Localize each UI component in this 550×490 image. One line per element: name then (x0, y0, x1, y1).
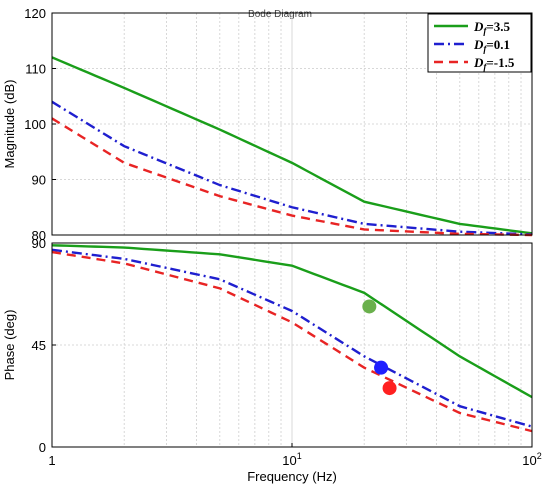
phase-panel: 0 45 90 1 101 102 Phase (deg) Frequency (Hz) (2, 236, 542, 484)
phase-marker-2 (382, 381, 397, 396)
magnitude-y-ticks: 80 90 100 110 120 (24, 6, 56, 243)
phase-markers (362, 299, 397, 396)
phase-y-tick-label: 45 (32, 338, 46, 353)
x-tick-label: 1 (48, 453, 55, 468)
phase-series-0-line (51, 244, 533, 399)
phase-marker-1 (374, 360, 389, 375)
legend-label-1: Df=0.1 (473, 37, 510, 54)
legend-label-0: Df=3.5 (473, 19, 511, 36)
magnitude-y-tick-label: 80 (32, 228, 46, 243)
phase-series-group (51, 244, 533, 433)
magnitude-y-tick-label: 100 (24, 117, 46, 132)
chart-title: Bode Diagram (248, 9, 312, 20)
magnitude-y-axis-label: Magnitude (dB) (2, 80, 17, 169)
phase-y-axis-label: Phase (deg) (2, 310, 17, 381)
magnitude-y-tick-label: 110 (25, 62, 46, 77)
phase-y-ticks: 0 45 90 (32, 236, 56, 455)
magnitude-y-tick-label: 90 (32, 173, 46, 188)
x-axis-label: Frequency (Hz) (247, 469, 337, 484)
legend-box (427, 13, 532, 73)
phase-y-tick-label: 0 (39, 440, 46, 455)
phase-series-1-line (51, 248, 533, 428)
magnitude-series-group (51, 56, 533, 237)
magnitude-y-tick-label: 120 (24, 6, 46, 21)
x-tick-label: 101 (282, 451, 301, 468)
phase-grid (52, 242, 532, 448)
magnitude-series-1-line (51, 100, 533, 236)
phase-y-tick-label: 90 (32, 236, 46, 251)
phase-marker-0 (362, 299, 377, 314)
legend-label-2: Df=-1.5 (473, 55, 515, 72)
x-tick-label: 102 (522, 451, 541, 468)
legend: Df=3.5Df=0.1Df=-1.5 (427, 13, 532, 73)
magnitude-series-2-line (51, 117, 533, 237)
magnitude-series-0-line (51, 56, 533, 235)
phase-series-2-line (51, 250, 533, 433)
frequency-x-ticks: 1 101 102 (48, 443, 542, 468)
